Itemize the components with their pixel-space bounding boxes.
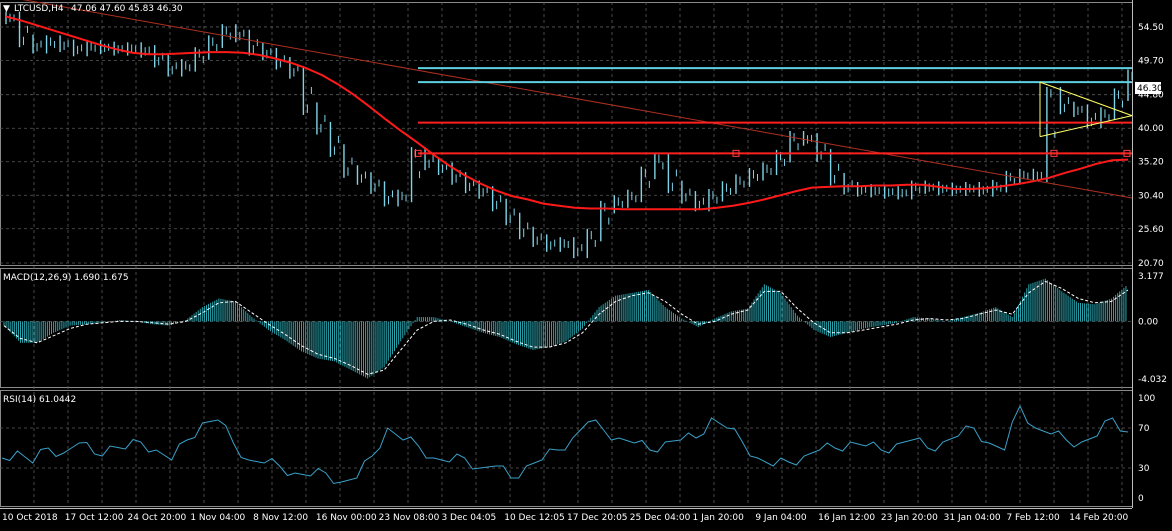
rsi-panel[interactable]	[1, 404, 1129, 485]
level-anchor-marker	[1050, 149, 1058, 157]
time-tick-label: 23 Nov 08:00	[379, 513, 440, 523]
price-tick-label: 35.20	[1138, 158, 1164, 168]
time-tick-label: 24 Oct 20:00	[128, 513, 187, 523]
time-tick-label: 17 Oct 12:00	[65, 513, 124, 523]
price-tick-label: 44.80	[1138, 91, 1164, 101]
price-tick-label: 49.70	[1138, 56, 1164, 66]
macd-tick-label: 0.00	[1138, 317, 1158, 327]
ohlc-readout: 47.06 47.60 45.83 46.30	[71, 4, 183, 14]
rsi-tick-label: 30	[1138, 464, 1150, 474]
time-tick-label: 23 Jan 20:00	[881, 513, 938, 523]
time-tick-label: 31 Jan 04:00	[944, 513, 1001, 523]
rsi-tick-label: 70	[1138, 424, 1150, 434]
symbol-label: LTCUSD,H4	[14, 4, 64, 14]
price-tick-label: 40.00	[1138, 124, 1164, 134]
time-tick-label: 1 Nov 04:00	[190, 513, 245, 523]
level-anchor-marker	[414, 149, 422, 157]
price-tick-label: 25.60	[1138, 225, 1164, 235]
time-tick-label: 8 Nov 12:00	[253, 513, 308, 523]
time-tick-label: 3 Dec 04:05	[441, 513, 496, 523]
grid	[0, 0, 1133, 509]
axes: 54.50 49.70 44.80 40.00 35.20 30.40 25.60 20.70…	[2, 23, 1167, 523]
time-tick-label: 17 Dec 20:05	[567, 513, 628, 523]
rsi-line	[1, 404, 1129, 485]
symbol-dropdown-icon[interactable]: ▼	[3, 4, 10, 14]
time-tick-label: 14 Feb 20:00	[1069, 513, 1128, 523]
time-tick-label: 1 Jan 20:00	[693, 513, 745, 523]
time-tick-label: 25 Dec 04:00	[630, 513, 691, 523]
price-panel[interactable]	[0, 0, 1137, 259]
rsi-title: RSI(14) 61.0442	[3, 395, 76, 405]
rsi-tick-label: 0	[1138, 494, 1144, 504]
price-tick-label: 20.70	[1138, 259, 1164, 269]
macd-tick-label: 3.177	[1138, 272, 1164, 282]
time-tick-label: 7 Feb 12:00	[1006, 513, 1060, 523]
level-anchor-marker	[1123, 149, 1131, 157]
time-tick-label: 9 Jan 04:00	[755, 513, 807, 523]
current-price-tag	[1135, 82, 1161, 94]
triangle-upper-line	[1039, 81, 1133, 117]
macd-tick-label: -4.032	[1138, 375, 1167, 385]
trendline	[22, 0, 1133, 199]
rsi-tick-label: 100	[1138, 394, 1155, 404]
time-tick-label: 16 Nov 00:00	[316, 513, 377, 523]
time-tick-label: 10 Dec 12:05	[504, 513, 565, 523]
triangle-lower-line	[1039, 115, 1133, 138]
time-tick-label: 16 Jan 12:00	[818, 513, 875, 523]
macd-panel[interactable]	[3, 278, 1129, 379]
level-anchor-marker	[732, 149, 740, 157]
macd-title: MACD(12,26,9) 1.690 1.675	[3, 273, 129, 283]
price-tick-label: 30.40	[1138, 191, 1164, 201]
price-tick-label: 54.50	[1138, 23, 1164, 33]
current-price-label: 46.30	[1137, 84, 1163, 94]
time-tick-label: 10 Oct 2018	[2, 513, 58, 523]
moving-average-line	[5, 15, 1129, 211]
macd-signal-line	[3, 280, 1129, 375]
